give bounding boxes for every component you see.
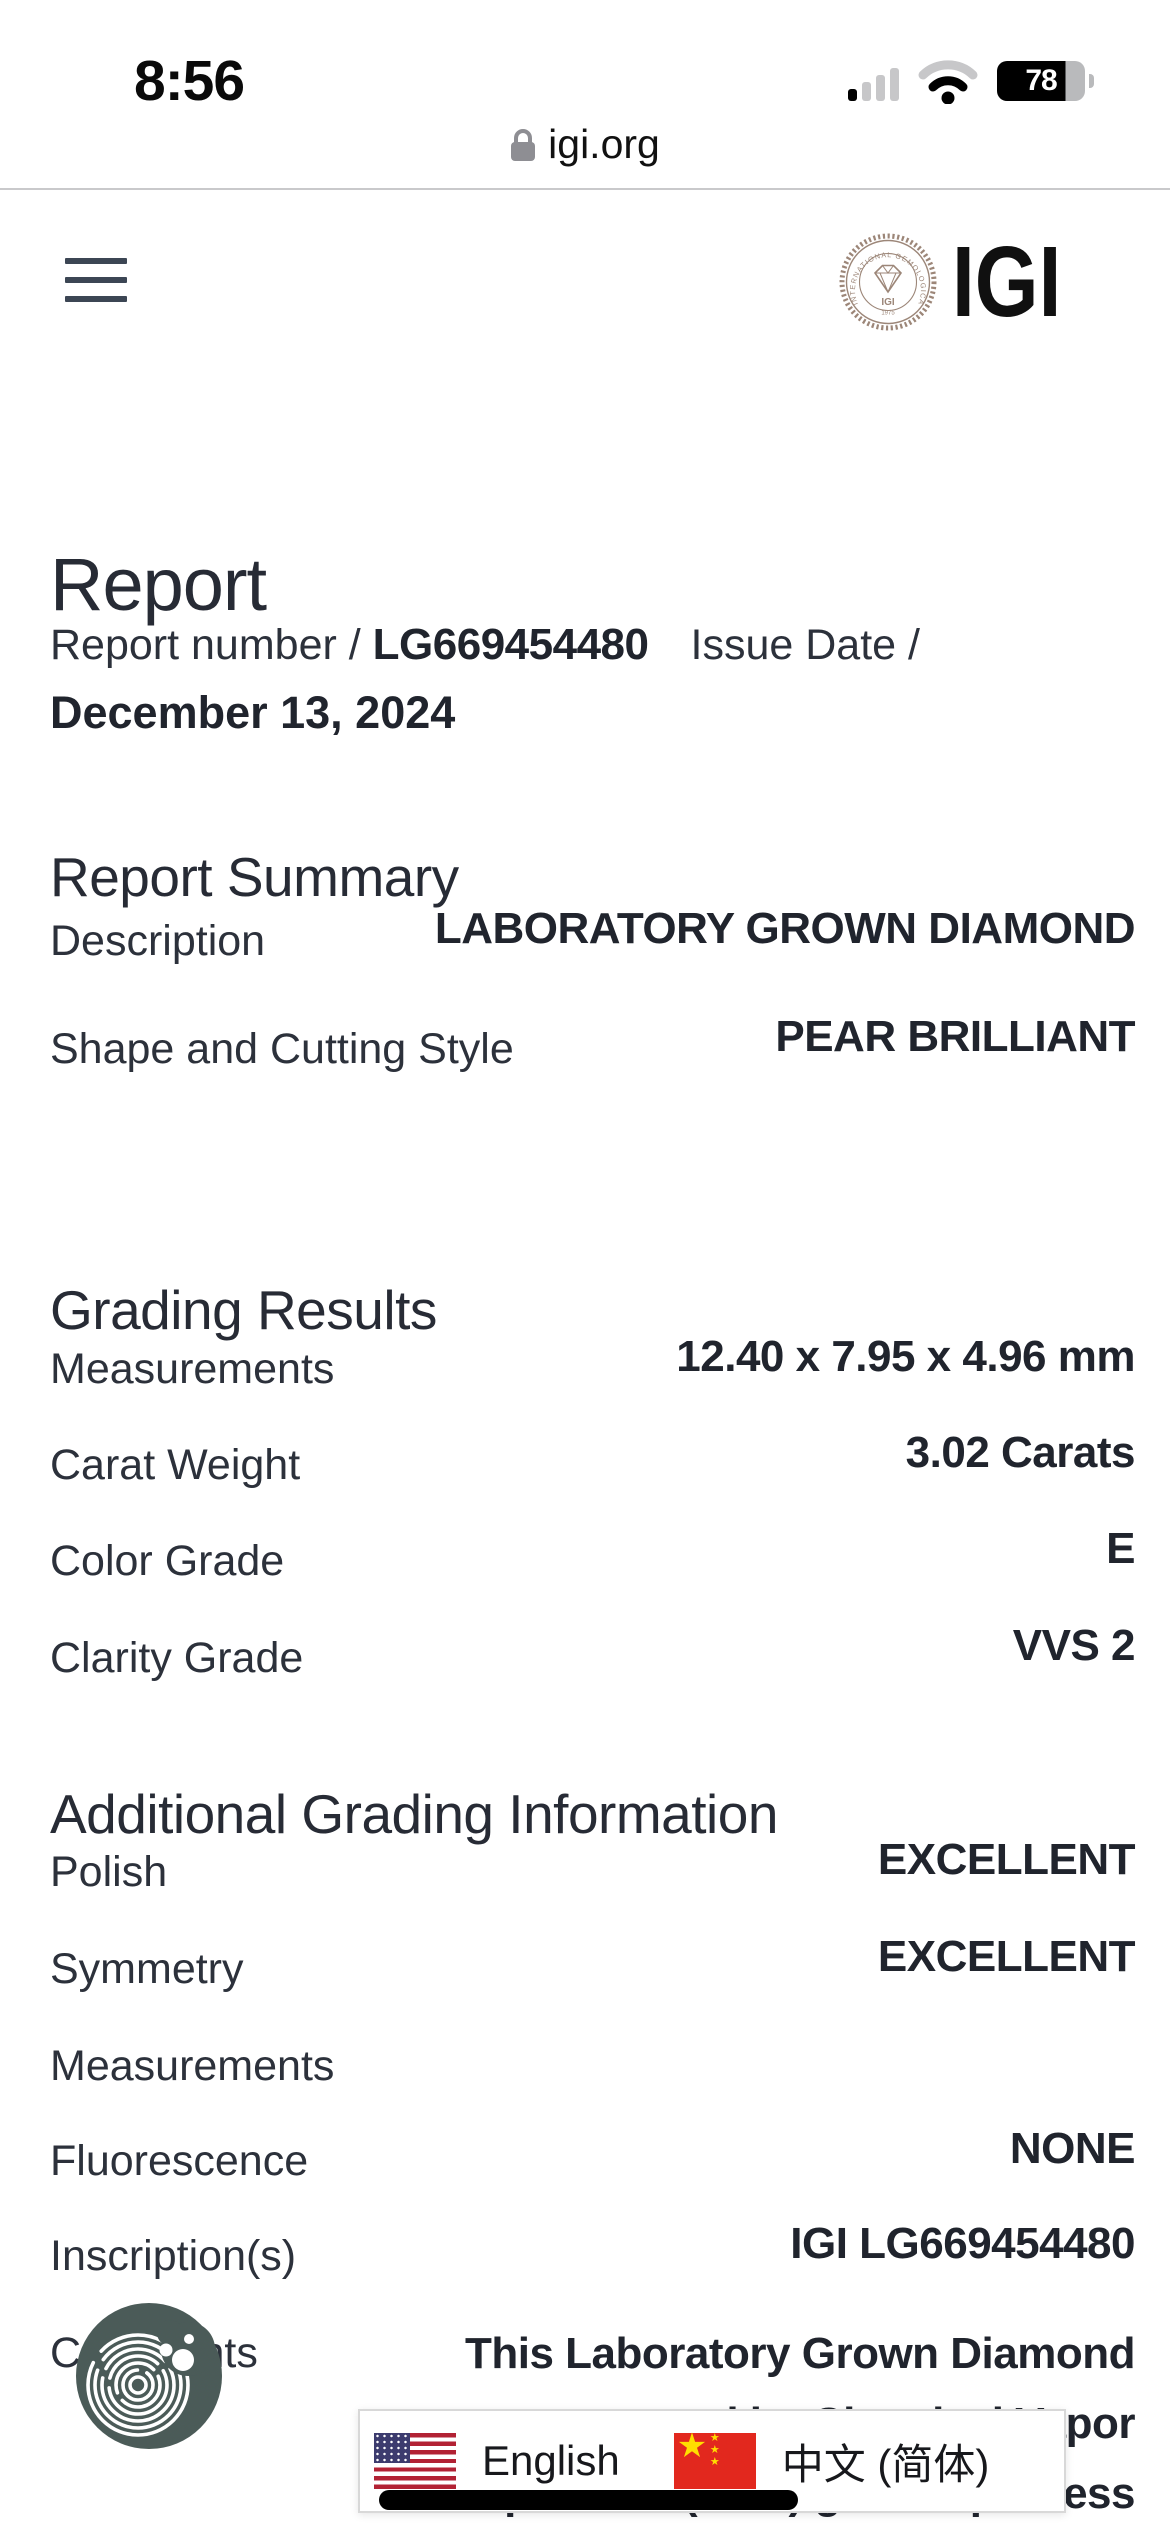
battery-percent: 78 (1025, 64, 1057, 97)
page-title: Report (50, 542, 267, 626)
row-label: Symmetry (50, 1945, 244, 1993)
igi-logo[interactable]: INTERNATIONAL GEMOLOGICAL INSTITUTE IGI … (838, 232, 1085, 332)
language-label: 中文 (简体) (781, 2440, 990, 2488)
cellular-signal-icon (848, 61, 899, 101)
table-row: Shape and Cutting Style PEAR BRILLIANT (50, 1015, 1135, 1073)
row-value: 12.40 x 7.95 x 4.96 mm (676, 1332, 1135, 1381)
table-row: Clarity Grade VVS 2 (50, 1624, 1136, 1682)
lock-icon (511, 128, 536, 161)
table-row: Color Grade E (50, 1527, 1135, 1585)
row-label: Color Grade (50, 1537, 285, 1585)
row-label: Inscription(s) (50, 2232, 297, 2280)
section-heading-additional-grading: Additional Grading Information (50, 1782, 778, 1845)
row-value: LABORATORY GROWN DIAMOND (434, 904, 1136, 953)
row-label: Description (50, 917, 266, 965)
section-heading-grading-results: Grading Results (50, 1278, 437, 1341)
status-time: 8:56 (134, 49, 245, 113)
url-domain: igi.org (548, 121, 660, 167)
report-meta: Report number / LG669454480 Issue Date / … (50, 611, 920, 746)
table-row: Fluorescence NONE (50, 2127, 1136, 2185)
row-label: Clarity Grade (50, 1634, 304, 1682)
us-flag-icon (374, 2433, 456, 2489)
row-label: Measurements (50, 2042, 335, 2090)
report-number-label: Report number / (50, 621, 361, 669)
wifi-icon (918, 60, 978, 104)
table-row: Measurements (50, 2045, 1135, 2088)
row-value: PEAR BRILLIANT (775, 1012, 1135, 1061)
row-label: Measurements (50, 1345, 335, 1393)
cn-flag-icon (673, 2426, 756, 2489)
status-icons: 78 (848, 58, 1094, 104)
row-label: Shape and Cutting Style (50, 1025, 514, 1073)
row-value: NONE (1009, 2124, 1136, 2173)
table-row: Symmetry EXCELLENT (50, 1935, 1136, 1993)
table-row: Polish EXCELLENT (50, 1838, 1136, 1896)
hamburger-menu-button[interactable] (65, 258, 127, 310)
row-label: Polish (50, 1848, 168, 1896)
fingerprint-button[interactable] (76, 2303, 222, 2449)
row-label: Fluorescence (50, 2137, 309, 2185)
report-number-value: LG669454480 (372, 620, 649, 669)
table-row: Measurements 12.40 x 7.95 x 4.96 mm (50, 1335, 1135, 1393)
table-row: Carat Weight 3.02 Carats (50, 1431, 1136, 1489)
language-option-chinese[interactable]: 中文 (简体) (673, 2426, 990, 2492)
table-row: Inscription(s) IGI LG669454480 (50, 2222, 1135, 2280)
row-value: 3.02 Carats (905, 1428, 1136, 1477)
row-value: EXCELLENT (877, 1932, 1136, 1981)
igi-wordmark: IGI (951, 226, 1061, 338)
table-row: Description LABORATORY GROWN DIAMOND (50, 907, 1136, 965)
battery-icon: 78 (997, 61, 1085, 101)
seal-brand-text: IGI (881, 297, 895, 308)
language-option-english[interactable]: English (374, 2433, 620, 2489)
report-page: Report Report number / LG669454480 Issue … (50, 0, 1136, 2532)
row-value: E (1106, 1524, 1135, 1573)
row-value: IGI LG669454480 (790, 2219, 1135, 2268)
fingerprint-icon (76, 2303, 222, 2449)
url-bar[interactable]: igi.org (0, 121, 1170, 168)
home-indicator[interactable] (379, 2490, 798, 2510)
row-value: VVS 2 (1012, 1621, 1136, 1670)
seal-year-text: 1975 (881, 311, 895, 317)
igi-seal-icon: INTERNATIONAL GEMOLOGICAL INSTITUTE IGI … (838, 232, 937, 331)
battery-nub (1089, 74, 1094, 88)
issue-date-value: December 13, 2024 (50, 687, 456, 738)
language-label: English (482, 2437, 620, 2484)
language-selector-bar: English 中文 (简体) (358, 2409, 1066, 2513)
header-divider (0, 188, 1170, 190)
issue-date-label: Issue Date / (690, 621, 920, 669)
row-label: Carat Weight (50, 1441, 301, 1489)
row-value: EXCELLENT (877, 1835, 1136, 1884)
section-heading-report-summary: Report Summary (50, 845, 459, 908)
